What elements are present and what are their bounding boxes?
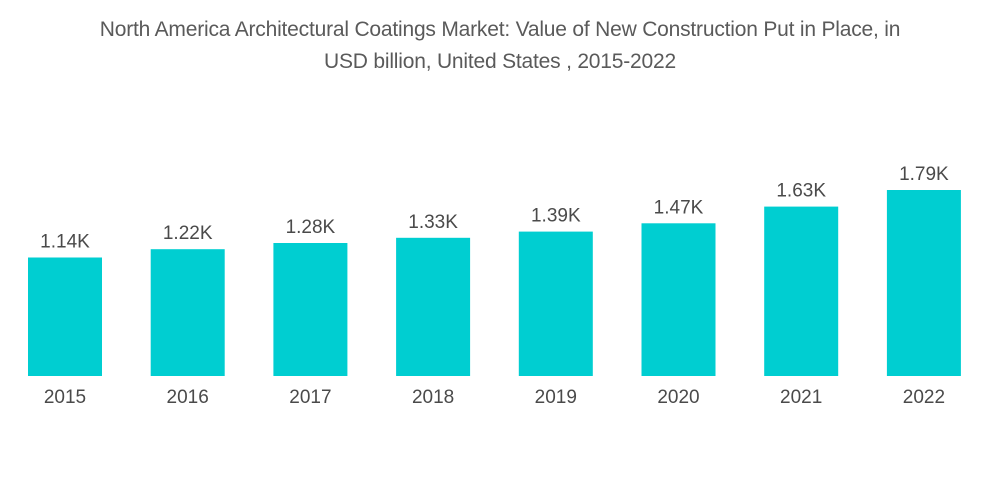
chart-title-line-1: North America Architectural Coatings Mar… bbox=[99, 18, 901, 41]
data-label-2019: 1.39K bbox=[531, 206, 581, 227]
x-axis-ticks: 2015 2016 2017 2018 2019 2020 2021 2022 bbox=[44, 387, 945, 408]
data-label-2018: 1.33K bbox=[408, 212, 458, 233]
data-label-2021: 1.63K bbox=[776, 181, 826, 202]
bar-2015 bbox=[28, 257, 102, 376]
x-tick-2015: 2015 bbox=[44, 387, 86, 408]
data-label-2017: 1.28K bbox=[286, 217, 336, 238]
bar-2019 bbox=[518, 231, 593, 376]
bars-group bbox=[28, 190, 961, 376]
bar-2020 bbox=[641, 223, 716, 376]
x-tick-2019: 2019 bbox=[535, 387, 577, 408]
data-label-2015: 1.14K bbox=[40, 232, 90, 253]
data-label-2016: 1.22K bbox=[163, 223, 213, 244]
data-labels-group: 1.14K 1.22K 1.28K 1.33K 1.39K 1.47K 1.63K 1.79K bbox=[40, 164, 949, 253]
data-label-2020: 1.47K bbox=[654, 197, 704, 218]
chart-title: North America Architectural Coatings Mar… bbox=[0, 14, 1000, 78]
x-tick-2018: 2018 bbox=[412, 387, 454, 408]
x-tick-2022: 2022 bbox=[903, 387, 945, 408]
bar-2021 bbox=[764, 206, 839, 376]
x-tick-2016: 2016 bbox=[167, 387, 209, 408]
data-label-2022: 1.79K bbox=[899, 164, 949, 185]
x-tick-2017: 2017 bbox=[289, 387, 331, 408]
chart-title-line-2: USD billion, United States , 2015-2022 bbox=[324, 50, 676, 73]
bar-2017 bbox=[273, 243, 348, 376]
bar-2016 bbox=[150, 249, 225, 376]
bar-2018 bbox=[396, 237, 471, 376]
x-tick-2020: 2020 bbox=[657, 387, 699, 408]
x-tick-2021: 2021 bbox=[780, 387, 822, 408]
bar-2022 bbox=[886, 190, 961, 376]
